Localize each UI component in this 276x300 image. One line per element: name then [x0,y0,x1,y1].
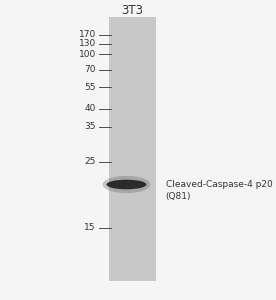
Text: 170: 170 [79,30,96,39]
Text: 25: 25 [84,158,96,166]
Text: 55: 55 [84,82,96,91]
Text: 40: 40 [84,104,96,113]
Ellipse shape [102,176,150,193]
Text: Cleaved-Caspase-4 p20
(Q81): Cleaved-Caspase-4 p20 (Q81) [166,180,272,201]
Text: 35: 35 [84,122,96,131]
Text: 100: 100 [79,50,96,58]
Text: 130: 130 [79,39,96,48]
Ellipse shape [107,180,147,189]
Text: 15: 15 [84,224,96,232]
Text: 70: 70 [84,65,96,74]
Text: 3T3: 3T3 [121,4,144,17]
Bar [109,16,156,280]
